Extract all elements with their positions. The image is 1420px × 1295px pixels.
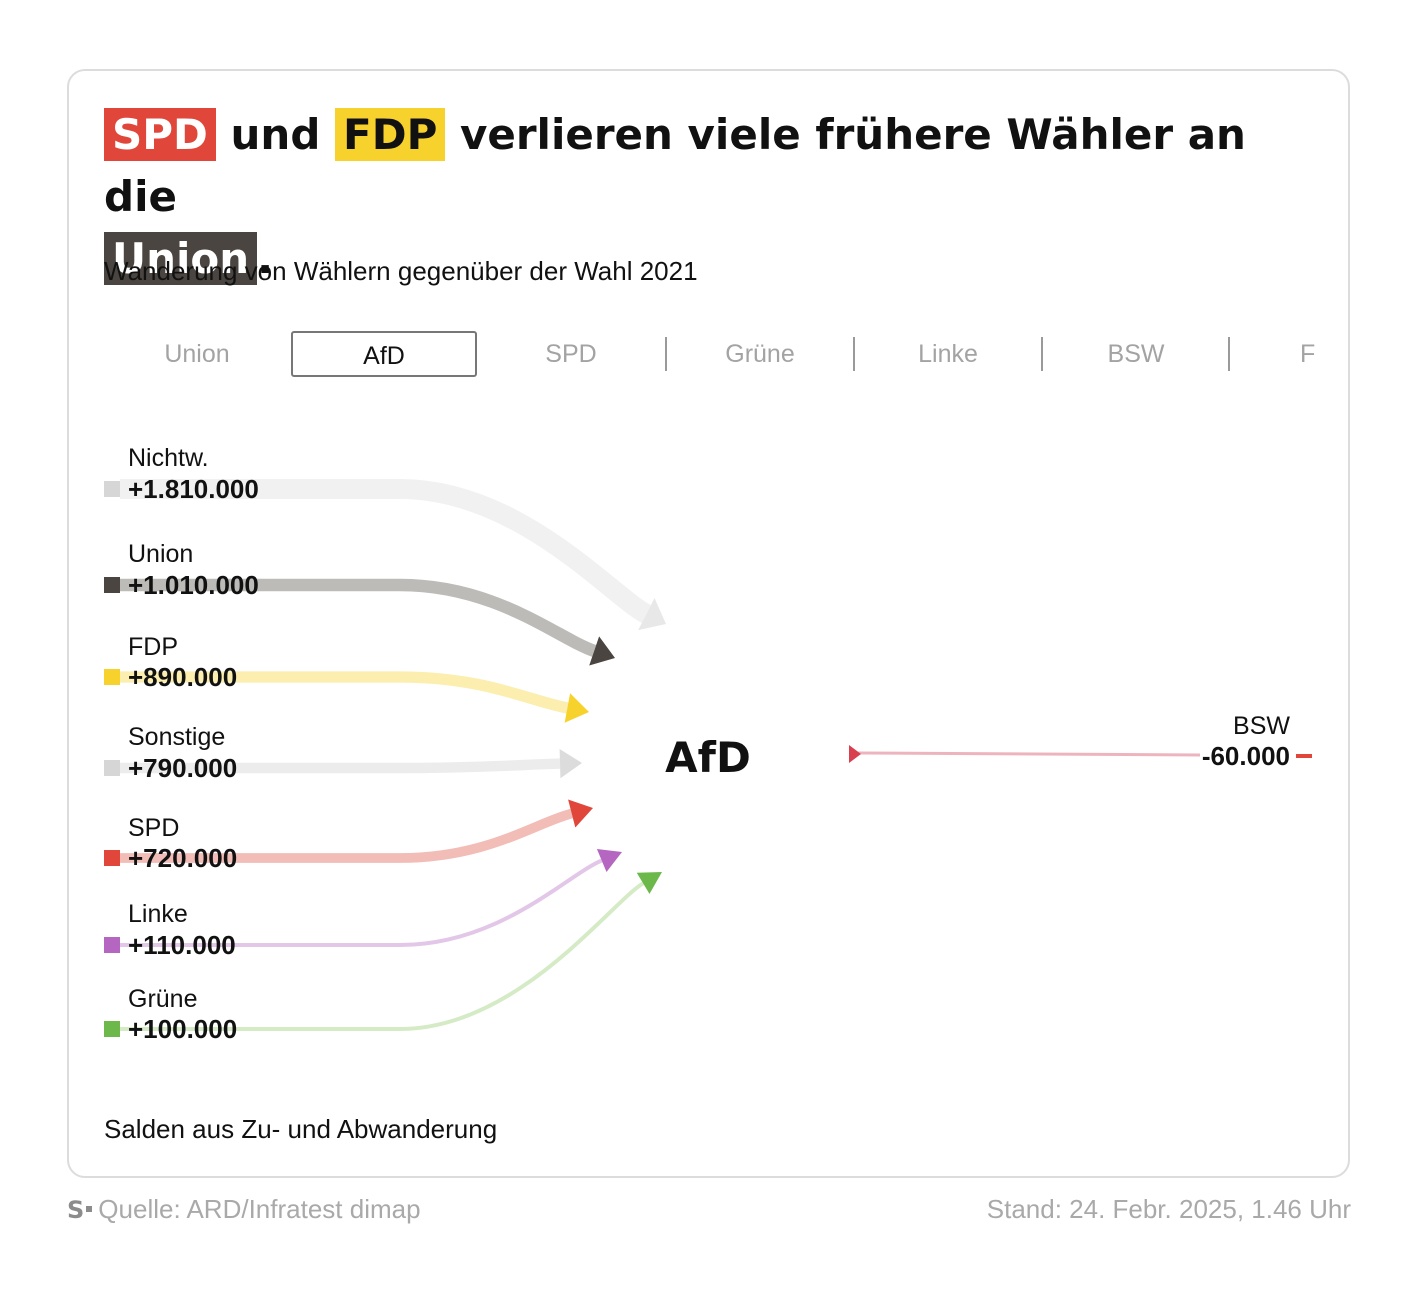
legend-swatch-union: [104, 577, 120, 593]
flow-value-gruene: +100.000: [128, 1014, 237, 1044]
legend-swatch-sonstige: [104, 760, 120, 776]
flow-line-bsw: [857, 751, 1201, 757]
tab-gruene[interactable]: Grüne: [725, 340, 795, 368]
flow-source-name-fdp: FDP: [128, 633, 178, 661]
title-highlight-fdp: FDP: [335, 108, 446, 161]
flow-source-name-spd: SPD: [128, 814, 179, 842]
flow-value-sonstige: +790.000: [128, 753, 237, 783]
flow-target-name-bsw: BSW: [1233, 712, 1290, 740]
tab-linke[interactable]: Linke: [918, 340, 978, 368]
flow-line-fdp: [120, 671, 569, 714]
flow-value-linke: +110.000: [128, 930, 236, 960]
flow-arrow-bsw: [849, 745, 861, 763]
source-text: Quelle: ARD/Infratest dimap: [98, 1194, 421, 1224]
flow-arrow-spd: [568, 799, 593, 828]
chart-card: [67, 69, 1350, 1178]
flow-value-spd: +720.000: [128, 843, 237, 873]
title-text-und: und: [215, 110, 336, 159]
title-text-rest: verlieren viele frühere Wähler an die: [104, 110, 1246, 221]
chart-footnote: Salden aus Zu- und Abwanderung: [104, 1114, 498, 1144]
flow-line-sonstige: [120, 758, 561, 774]
flow-arrow-sonstige: [559, 748, 582, 779]
flow-source-name-nichtw: Nichtw.: [128, 444, 209, 472]
tab-separator: [1228, 337, 1230, 371]
flow-arrow-linke: [596, 849, 622, 872]
legend-swatch-spd: [104, 850, 120, 866]
logo-dot: [86, 1206, 93, 1212]
flow-line-union: [120, 578, 597, 657]
legend-swatch-bsw: [1296, 754, 1312, 758]
chart-subtitle: Wanderung von Wählern gegenüber der Wahl…: [104, 256, 698, 286]
title-text-dot: .: [257, 234, 274, 283]
chart-title: SPD und FDP verlieren viele frühere Wähl…: [104, 104, 1304, 290]
tab-fdp-partial[interactable]: F: [1300, 340, 1316, 368]
flow-value-fdp: +890.000: [128, 662, 237, 692]
legend-swatch-linke: [104, 937, 120, 953]
flow-line-linke: [120, 858, 603, 948]
flow-arrow-nichtw: [638, 597, 666, 631]
tab-separator: [853, 337, 855, 371]
title-highlight-spd: SPD: [104, 108, 216, 161]
timestamp: Stand: 24. Febr. 2025, 1.46 Uhr: [986, 1194, 1351, 1224]
tab-bsw[interactable]: BSW: [1107, 340, 1165, 368]
flow-value-nichtw: +1.810.000: [128, 474, 259, 504]
flow-line-nichtw: [120, 479, 652, 623]
tab-afd[interactable]: AfD: [291, 331, 477, 377]
title-highlight-union: Union: [104, 232, 258, 285]
tab-separator: [665, 337, 667, 371]
flow-source-name-sonstige: Sonstige: [128, 723, 225, 751]
legend-swatch-gruene: [104, 1021, 120, 1037]
flow-source-name-linke: Linke: [128, 900, 188, 928]
flow-arrow-fdp: [564, 693, 589, 723]
flow-arrow-gruene: [636, 872, 662, 894]
flow-arrow-union: [589, 636, 615, 666]
party-tab-bar: Union AfD SPD Grüne Linke BSW F: [104, 331, 1334, 379]
flow-value-union: +1.010.000: [128, 570, 259, 600]
tab-separator: [1041, 337, 1043, 371]
flow-line-gruene: [120, 881, 645, 1031]
flow-source-name-union: Union: [128, 540, 193, 568]
tab-spd[interactable]: SPD: [545, 340, 597, 368]
source-line: S Quelle: ARD/Infratest dimap: [67, 1194, 421, 1225]
tab-union[interactable]: Union: [164, 340, 230, 368]
publisher-logo: S: [67, 1196, 85, 1224]
center-party-label: AfD: [665, 733, 751, 782]
legend-swatch-nichtw: [104, 481, 120, 497]
flow-source-name-gruene: Grüne: [128, 985, 197, 1013]
legend-swatch-fdp: [104, 669, 120, 685]
flow-value-bsw: -60.000: [1202, 741, 1290, 771]
flow-line-spd: [120, 808, 573, 863]
